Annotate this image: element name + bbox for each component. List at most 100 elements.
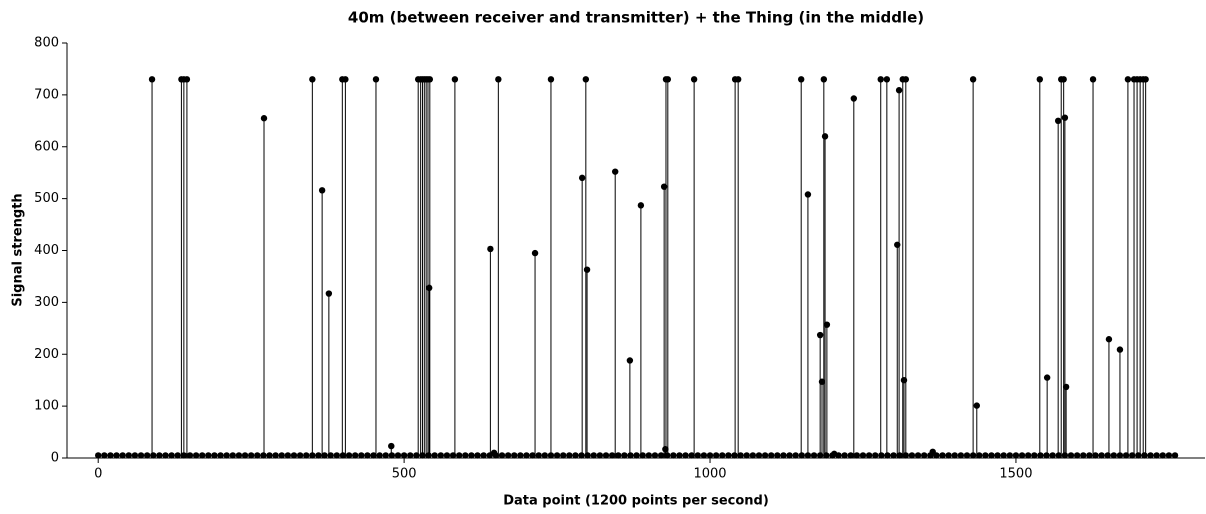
marker: [626, 357, 634, 364]
marker: [939, 452, 946, 459]
marker: [682, 452, 689, 459]
marker: [431, 452, 438, 459]
marker: [1165, 452, 1173, 459]
marker: [1037, 452, 1044, 459]
marker: [670, 452, 677, 459]
marker: [318, 187, 326, 194]
marker: [1000, 452, 1007, 459]
marker: [364, 452, 371, 459]
marker: [890, 452, 897, 459]
marker: [1018, 452, 1026, 459]
y-tick-label: 600: [34, 139, 59, 154]
marker: [547, 452, 555, 459]
marker: [486, 452, 493, 459]
marker: [719, 452, 726, 459]
marker: [443, 452, 451, 459]
x-tick-label: 1500: [999, 467, 1032, 482]
marker: [657, 452, 665, 459]
marker: [1159, 452, 1166, 459]
marker: [780, 452, 787, 459]
marker: [737, 452, 744, 459]
y-tick-label: 0: [51, 451, 59, 466]
marker: [451, 76, 459, 83]
marker: [1128, 452, 1136, 459]
marker: [583, 266, 591, 273]
marker: [205, 452, 212, 459]
marker: [358, 452, 365, 459]
marker: [859, 452, 867, 459]
marker: [816, 331, 824, 339]
marker: [1031, 452, 1038, 459]
marker: [174, 452, 181, 459]
marker: [1006, 452, 1014, 459]
marker: [835, 452, 842, 459]
marker: [325, 290, 333, 297]
marker: [351, 452, 359, 459]
marker: [820, 76, 828, 83]
marker: [590, 452, 597, 459]
marker: [1142, 76, 1149, 83]
marker: [474, 452, 481, 459]
marker: [547, 76, 555, 83]
marker: [425, 452, 432, 459]
marker: [535, 452, 542, 459]
marker: [823, 321, 831, 328]
marker: [945, 452, 952, 459]
x-tick-label: 1000: [693, 467, 726, 482]
marker: [487, 245, 494, 253]
marker: [303, 452, 310, 459]
marker: [523, 452, 530, 459]
marker: [676, 452, 683, 459]
marker: [309, 452, 316, 459]
marker: [284, 452, 292, 459]
marker: [511, 452, 518, 459]
marker: [498, 452, 506, 459]
marker: [734, 76, 742, 83]
marker: [633, 452, 640, 459]
marker: [260, 452, 267, 459]
marker: [662, 445, 669, 453]
marker: [376, 452, 383, 459]
marker: [388, 442, 395, 450]
marker: [688, 452, 695, 459]
marker: [296, 452, 304, 459]
marker: [1141, 452, 1148, 459]
marker: [1036, 76, 1044, 83]
chart-title: 40m (between receiver and transmitter) +…: [348, 9, 924, 27]
marker: [725, 452, 732, 459]
marker: [749, 452, 757, 459]
marker: [602, 452, 610, 459]
marker: [504, 452, 512, 459]
marker: [495, 76, 502, 83]
marker: [1153, 452, 1160, 459]
marker: [241, 452, 249, 459]
marker: [183, 76, 191, 83]
x-tick-label: 0: [94, 467, 102, 482]
y-tick-label: 400: [34, 243, 59, 258]
marker: [786, 452, 793, 459]
marker: [877, 76, 884, 83]
marker: [370, 452, 377, 459]
marker: [821, 133, 829, 140]
marker: [774, 452, 781, 459]
marker: [578, 174, 586, 182]
marker: [878, 452, 885, 459]
marker: [1080, 452, 1087, 459]
marker: [611, 168, 619, 175]
marker: [639, 452, 646, 459]
marker: [1067, 452, 1075, 459]
marker: [694, 452, 701, 459]
marker: [664, 76, 672, 83]
marker: [199, 452, 206, 459]
marker: [712, 452, 720, 459]
marker: [896, 452, 903, 459]
marker: [933, 452, 940, 459]
marker: [1135, 452, 1142, 459]
marker: [847, 452, 854, 459]
marker: [872, 452, 879, 459]
marker: [345, 452, 353, 459]
y-tick-label: 500: [34, 191, 59, 206]
marker: [480, 452, 487, 459]
marker: [582, 76, 590, 83]
